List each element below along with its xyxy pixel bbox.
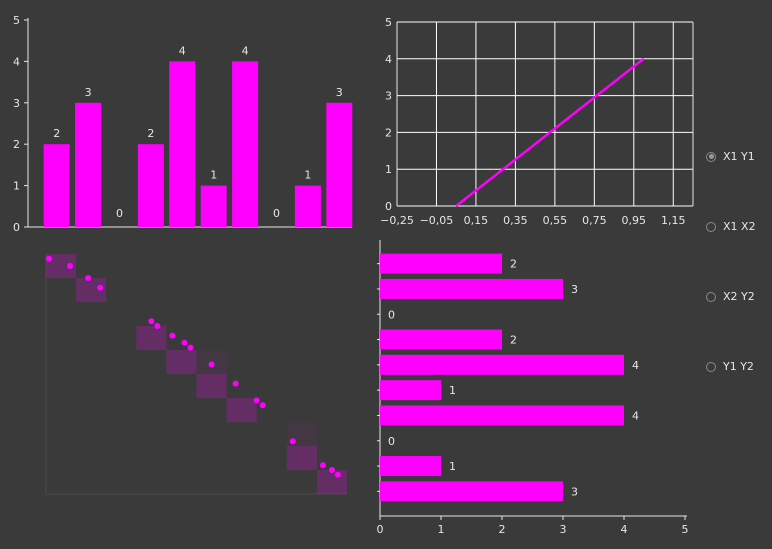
scatter-point xyxy=(334,471,341,478)
scatter-point xyxy=(259,402,266,409)
radio-label: X1 X2 xyxy=(723,220,756,233)
bar xyxy=(380,405,624,426)
radio-label: X2 Y2 xyxy=(723,290,755,303)
bar-data-label: 3 xyxy=(571,485,578,498)
radio-label: X1 Y1 xyxy=(723,150,755,163)
radio-label: Y1 Y2 xyxy=(723,360,754,373)
bar xyxy=(380,354,624,375)
bar-data-label: 1 xyxy=(449,384,456,397)
bar xyxy=(326,102,353,227)
bar xyxy=(380,253,502,274)
bar-data-label: 2 xyxy=(147,127,154,140)
y-tick-label: 0 xyxy=(13,221,20,234)
bar-data-label: 2 xyxy=(53,127,60,140)
radio-x1-y1[interactable]: X1 Y1 xyxy=(706,150,755,163)
scatter-point xyxy=(169,332,176,339)
bar xyxy=(169,61,196,228)
scatter-point xyxy=(181,339,188,346)
scatter-point xyxy=(85,275,92,281)
scatter-point xyxy=(208,361,215,368)
radio-y1-y2[interactable]: Y1 Y2 xyxy=(706,360,754,373)
y-tick-label: 3 xyxy=(385,90,392,103)
bar-data-label: 0 xyxy=(388,308,395,321)
x-tick-label: 0,35 xyxy=(503,214,528,227)
bar-data-label: 1 xyxy=(304,169,311,182)
x-tick-label: 3 xyxy=(560,523,567,536)
y-tick-label: 1 xyxy=(385,163,392,176)
scatter-point xyxy=(289,438,296,445)
highlight-cell xyxy=(196,374,227,398)
scatter-point xyxy=(154,323,161,329)
y-tick-label: 4 xyxy=(13,55,20,68)
highlight-cell xyxy=(226,398,257,422)
bar-data-label: 3 xyxy=(336,86,343,99)
bar xyxy=(380,456,441,477)
bar xyxy=(380,481,563,502)
scatter-point xyxy=(328,467,335,473)
bar-data-label: 4 xyxy=(632,409,639,422)
bar xyxy=(75,102,102,227)
y-tick-label: 5 xyxy=(385,16,392,29)
bar-data-label: 1 xyxy=(449,460,456,473)
y-tick-label: 5 xyxy=(13,14,20,27)
scatter-point xyxy=(253,397,260,404)
scatter-point xyxy=(46,255,53,262)
radio-indicator-icon xyxy=(706,291,716,302)
scatter-point xyxy=(319,462,326,469)
radio-indicator-icon xyxy=(706,361,716,372)
bar-data-label: 0 xyxy=(116,207,123,220)
bar-data-label: 3 xyxy=(571,283,578,296)
bar xyxy=(380,329,502,350)
bar-data-label: 4 xyxy=(632,359,639,372)
x-tick-label: 0 xyxy=(377,523,384,536)
x-tick-label: −0,25 xyxy=(380,214,414,227)
bar-data-label: 1 xyxy=(210,169,217,182)
bar xyxy=(294,185,321,227)
bar xyxy=(380,278,563,299)
scatter-point xyxy=(97,284,104,291)
y-tick-label: 2 xyxy=(13,138,20,151)
x-tick-label: 0,55 xyxy=(543,214,568,227)
x-tick-label: 0,95 xyxy=(622,214,647,227)
radio-x1-x2[interactable]: X1 X2 xyxy=(706,220,756,233)
bar xyxy=(43,144,70,227)
scatter-point xyxy=(148,318,155,325)
y-tick-label: 2 xyxy=(385,126,392,139)
x-tick-label: 4 xyxy=(621,523,628,536)
bar xyxy=(200,185,227,227)
bar-data-label: 4 xyxy=(179,44,186,57)
x-tick-label: 2 xyxy=(499,523,506,536)
highlight-cell xyxy=(136,326,167,350)
radio-x2-y2[interactable]: X2 Y2 xyxy=(706,290,755,303)
bar xyxy=(232,61,259,228)
highlight-cell xyxy=(286,446,317,470)
series-line xyxy=(455,57,645,207)
bar-data-label: 0 xyxy=(388,435,395,448)
bar-data-label: 4 xyxy=(242,44,249,57)
x-tick-label: 5 xyxy=(682,523,689,536)
y-tick-label: 1 xyxy=(13,180,20,193)
scatter-point xyxy=(187,344,194,351)
bar xyxy=(380,380,441,401)
y-tick-label: 4 xyxy=(385,53,392,66)
scatter-point xyxy=(232,380,239,387)
bar-data-label: 3 xyxy=(85,86,92,99)
highlight-cell xyxy=(316,470,347,494)
radio-indicator-icon xyxy=(706,221,716,232)
bar-data-label: 0 xyxy=(273,207,280,220)
x-tick-label: 1,15 xyxy=(661,214,686,227)
bar xyxy=(137,144,164,227)
x-tick-label: 0,15 xyxy=(464,214,489,227)
x-tick-label: −0,05 xyxy=(420,214,454,227)
x-tick-label: 0,75 xyxy=(582,214,607,227)
radio-indicator-icon xyxy=(706,151,716,162)
bar-data-label: 2 xyxy=(510,258,517,271)
bar-data-label: 2 xyxy=(510,334,517,347)
x-tick-label: 1 xyxy=(438,523,445,536)
y-tick-label: 0 xyxy=(385,200,392,213)
highlight-cell xyxy=(166,350,197,374)
y-tick-label: 3 xyxy=(13,97,20,110)
scatter-point xyxy=(67,263,74,269)
